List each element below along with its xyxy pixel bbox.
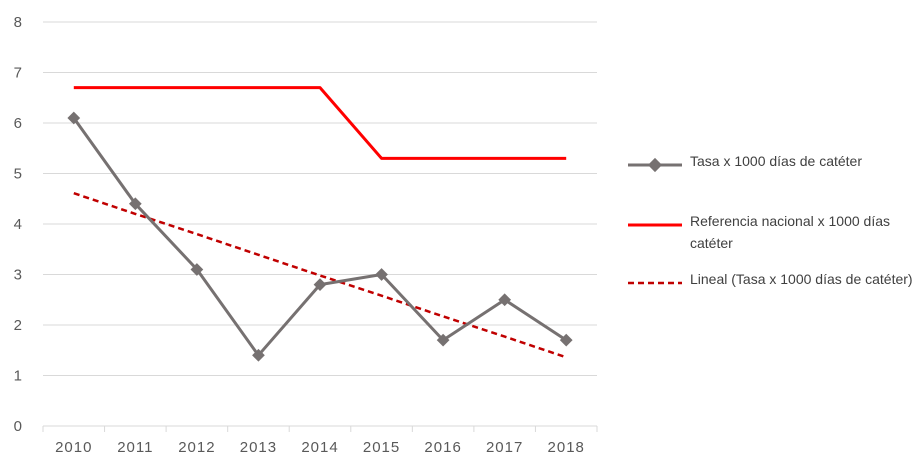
gridlines: [43, 21, 597, 427]
y-tick-label: 0: [14, 418, 22, 435]
legend-label-tasa: Tasa x 1000 días de catéter: [690, 153, 862, 169]
series-line-1: [73, 86, 567, 160]
legend-label-referencia: Referencia nacional x 1000 días catéter: [690, 213, 891, 251]
data-point: [313, 278, 327, 291]
legend-swatch-lineal: [628, 281, 682, 285]
x-axis: 2010 2011 2012 2013 2014 2015 2016 2017 2018: [42, 426, 598, 456]
data-point: [190, 263, 204, 276]
data-point: [375, 268, 388, 281]
data-point: [436, 333, 450, 347]
y-tick-label: 5: [14, 166, 22, 183]
y-tick-label: 7: [14, 65, 22, 82]
data-point: [252, 348, 265, 362]
legend-swatch-referencia: [628, 223, 682, 227]
legend-label-lineal: Lineal (Tasa x 1000 días de catéter): [690, 271, 913, 287]
data-point: [128, 197, 142, 211]
series-group: [67, 86, 573, 362]
x-tick-label: 2016: [424, 439, 461, 456]
y-tick-label: 2: [14, 317, 22, 334]
y-tick-label: 3: [14, 267, 22, 284]
x-tick-label: 2010: [55, 439, 92, 456]
y-tick-label: 6: [14, 115, 22, 132]
x-tick-label: 2017: [486, 439, 523, 456]
series-line-2: [73, 192, 567, 359]
x-tick-label: 2015: [363, 439, 400, 456]
x-tick-label: 2012: [178, 439, 215, 456]
data-point: [498, 293, 512, 307]
legend-swatch-tasa: [628, 157, 682, 173]
x-tick-label: 2013: [240, 439, 277, 456]
x-tick-label: 2011: [117, 439, 153, 456]
x-tick-label: 2014: [301, 439, 338, 456]
x-tick-label: 2018: [548, 439, 585, 456]
y-tick-label: 1: [14, 368, 22, 385]
y-tick-label: 8: [14, 14, 22, 31]
series-line-0: [72, 117, 568, 357]
y-axis: 0 1 2 3 4 5 6 7 8: [14, 14, 22, 435]
y-tick-label: 4: [14, 216, 22, 233]
